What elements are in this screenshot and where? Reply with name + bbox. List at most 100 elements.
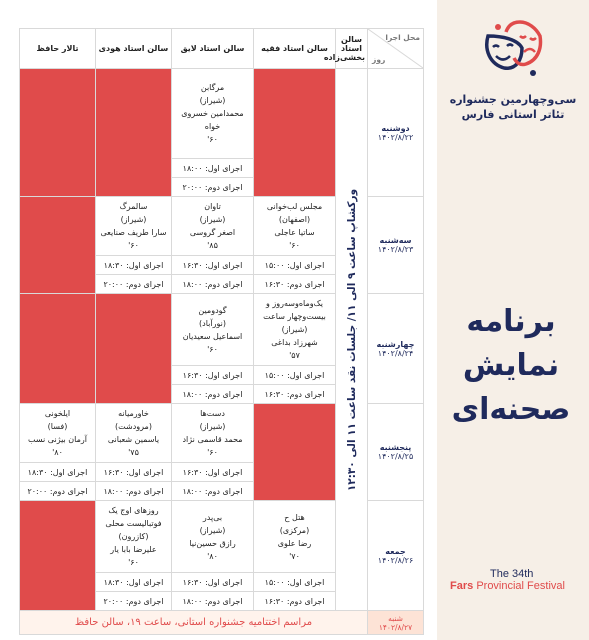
day-name: جمعه	[385, 546, 406, 556]
show-city: (فسا)	[47, 422, 68, 431]
venue-header: سالن استاد فقیه	[253, 28, 336, 69]
venue-header: سالن استاد لایق	[171, 28, 254, 69]
table-row: دوشنبه ۱۴۰۲/۸/۲۲ ورکشاپ ساعت ۹ الی ۱۱/ جل…	[19, 68, 424, 611]
empty-slot	[253, 403, 336, 501]
corner-top: محل اجرا	[385, 33, 420, 42]
show-title: خاورمیانه	[118, 409, 149, 418]
perf-1: اجرای اول: ۱۸:۳۰	[95, 572, 172, 592]
day-name: چهارشنبه	[376, 339, 415, 349]
perf-1: اجرای اول: ۱۶:۳۰	[95, 462, 172, 482]
day-name: پنجشنبه	[379, 443, 412, 452]
show-duration: ۶۰'	[207, 344, 218, 354]
schedule-table: محل اجرا روز سالن استاد بخشی‌زاده سالن ا…	[19, 28, 424, 635]
empty-slot	[253, 68, 336, 197]
show-cell: گودومین (نورآباد) اسماعیل سعیدیان ۶۰'	[171, 293, 254, 366]
empty-slot	[19, 68, 96, 197]
closing-date: ۱۴۰۲/۸/۲۷	[378, 622, 413, 632]
perf-2: اجرای دوم: ۲۰:۰۰	[171, 177, 254, 197]
show-director: اسماعیل سعیدیان	[182, 331, 243, 341]
show-city: (شیراز)	[199, 525, 226, 535]
festival-title-line1: سی‌وچهارمین جشنواره	[449, 93, 577, 106]
show-director: اصغر گروسی	[189, 228, 236, 237]
show-city: (شیراز)	[281, 325, 308, 334]
perf-2: اجرای دوم: ۱۸:۰۰	[171, 481, 254, 501]
perf-1: اجرای اول: ۱۸:۳۰	[95, 255, 172, 275]
header-row: محل اجرا روز سالن استاد بخشی‌زاده سالن ا…	[19, 28, 424, 69]
workshop-text: ورکشاپ ساعت ۹ الی ۱۱/ جلسات نقد ساعت ۱۱ …	[345, 188, 358, 491]
day-name: سه‌شنبه	[379, 236, 412, 245]
show-title: بی‌پدر	[202, 512, 223, 522]
closing-row: شنبه ۱۴۰۲/۸/۲۷ مراسم اختتامیه جشنواره است…	[19, 610, 424, 635]
perf-1: اجرای اول: ۱۸:۳۰	[19, 462, 96, 482]
show-cell: سالمرگ (شیراز) سارا طریف صنایعی ۶۰'	[95, 196, 172, 256]
show-director: رازق حسین‌نیا	[189, 538, 236, 548]
day-name: دوشنبه	[381, 123, 410, 133]
show-title: تاوان	[204, 202, 221, 211]
perf-2: اجرای دوم: ۲۰:۰۰	[95, 591, 172, 611]
show-title: هتل ح	[284, 512, 305, 522]
closing-day: شنبه	[388, 613, 403, 623]
show-cell: یک‌وماه‌وسه‌روز و بیست‌وچهار ساعت (شیراز…	[253, 293, 336, 366]
side-panel	[437, 0, 589, 640]
perf-1: اجرای اول: ۱۶:۳۰	[171, 255, 254, 275]
show-director: یاسمین شعبانی	[107, 435, 160, 444]
day-date: ۱۴۰۲/۸/۲۵	[377, 452, 414, 461]
closing-day-cell: شنبه ۱۴۰۲/۸/۲۷	[367, 610, 424, 635]
perf-1: اجرای اول: ۱۵:۰۰	[253, 255, 336, 275]
perf-2: اجرای دوم: ۱۶:۳۰	[253, 274, 336, 294]
perf-2: اجرای دوم: ۱۸:۰۰	[171, 384, 254, 404]
show-cell: تاوان (شیراز) اصغر گروسی ۸۵'	[171, 196, 254, 256]
show-title: یک‌وماه‌وسه‌روز و بیست‌وچهار ساعت	[263, 299, 326, 321]
festival-title: سی‌وچهارمین جشنواره تئاتر استانی فارس	[446, 92, 580, 122]
table-row: چهارشنبه ۱۴۰۲/۸/۲۴ یک‌وماه‌وسه‌روز و بیست…	[19, 293, 424, 404]
day-date: ۱۴۰۲/۸/۲۶	[377, 555, 414, 565]
venue-header: سالن استاد بخشی‌زاده	[324, 28, 368, 69]
show-city: (شیراز)	[199, 215, 226, 224]
empty-slot	[95, 293, 172, 404]
show-title: ایلخونی	[44, 409, 71, 418]
show-director: محمد قاسمی نژاد	[182, 435, 243, 444]
perf-1: اجرای اول: ۱۵:۰۰	[253, 572, 336, 592]
show-city: (مرودشت)	[115, 422, 152, 431]
perf-1: اجرای اول: ۱۶:۳۰	[171, 572, 254, 592]
table-row: پنجشنبه ۱۴۰۲/۸/۲۵ دست‌ها (شیراز) محمد قاس…	[19, 403, 424, 501]
show-title: مرگابن	[200, 83, 225, 92]
day-date: ۱۴۰۲/۸/۲۳	[377, 245, 414, 254]
show-director: محمدامین خسروی خواه	[181, 109, 244, 131]
venue-header: تالار حافظ	[19, 28, 96, 69]
workshop-column: ورکشاپ ساعت ۹ الی ۱۱/ جلسات نقد ساعت ۱۱ …	[335, 68, 368, 611]
day-cell: سه‌شنبه ۱۴۰۲/۸/۲۳	[367, 196, 424, 294]
show-duration: ۶۰'	[128, 558, 139, 567]
perf-2: اجرای دوم: ۱۶:۳۰	[253, 591, 336, 611]
show-cell: دست‌ها (شیراز) محمد قاسمی نژاد ۶۰'	[171, 403, 254, 463]
show-title: گودومین	[198, 305, 227, 315]
show-duration: ۶۰'	[207, 448, 218, 457]
show-duration: ۷۰'	[289, 551, 300, 561]
table-row: سه‌شنبه ۱۴۰۲/۸/۲۳ مجلس لب‌خوانی (اصفهان) …	[19, 196, 424, 294]
show-duration: ۷۵'	[128, 448, 139, 457]
show-city: (شیراز)	[199, 96, 226, 105]
perf-1: اجرای اول: ۱۶:۳۰	[171, 365, 254, 385]
perf-2: اجرای دوم: ۲۰:۰۰	[19, 481, 96, 501]
edition-line: Fars Provincial Festival	[450, 580, 582, 592]
program-title: برنامه نمایش صحنه‌ای	[451, 304, 571, 427]
show-director: سارا طریف صنایعی	[100, 228, 167, 237]
show-cell: ایلخونی (فسا) آرمان بیژنی نسب ۸۰'	[19, 403, 96, 463]
show-director: علیرضا بابا یار	[110, 545, 157, 554]
show-city: (مرکزی)	[279, 525, 310, 535]
show-duration: ۶۰'	[207, 135, 218, 144]
empty-slot	[19, 196, 96, 294]
show-duration: ۸۰'	[207, 551, 218, 561]
perf-2: اجرای دوم: ۱۸:۰۰	[171, 274, 254, 294]
show-title: مجلس لب‌خوانی	[266, 202, 323, 211]
show-title: سالمرگ	[119, 202, 148, 211]
perf-2: اجرای دوم: ۱۶:۳۰	[253, 384, 336, 404]
table-row: جمعه ۱۴۰۲/۸/۲۶ هتل ح (مرکزی) رضا علوی ۷۰'…	[19, 500, 424, 611]
perf-2: اجرای دوم: ۲۰:۰۰	[95, 274, 172, 294]
perf-1: اجرای اول: ۱۸:۰۰	[171, 158, 254, 178]
show-city: (اصفهان)	[278, 215, 311, 224]
day-cell: جمعه ۱۴۰۲/۸/۲۶	[367, 500, 424, 611]
show-cell: خاورمیانه (مرودشت) یاسمین شعبانی ۷۵'	[95, 403, 172, 463]
day-cell: چهارشنبه ۱۴۰۲/۸/۲۴	[367, 293, 424, 404]
show-duration: ۸۰'	[52, 448, 63, 457]
